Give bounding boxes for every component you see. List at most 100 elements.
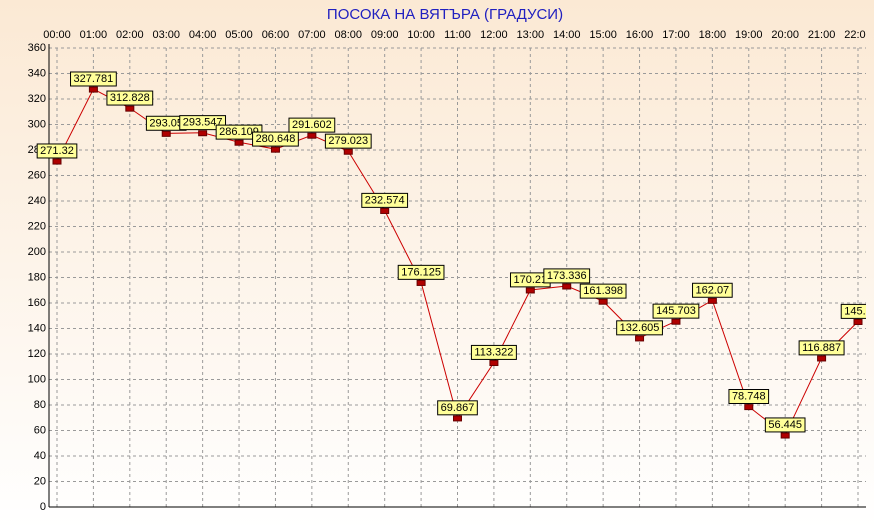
marker bbox=[489, 360, 499, 367]
marker bbox=[635, 335, 645, 342]
label-text: 145.5 bbox=[844, 305, 872, 317]
x-tick-label: 17:00 bbox=[662, 29, 690, 41]
data-label: 56.445 bbox=[764, 417, 806, 433]
label-box bbox=[470, 344, 517, 360]
label-text: 312.828 bbox=[110, 92, 150, 104]
label-box bbox=[437, 400, 478, 416]
marker bbox=[562, 283, 572, 290]
data-label: 116.887 bbox=[798, 340, 845, 356]
data-label: 312.828 bbox=[106, 90, 154, 106]
label-text: 176.125 bbox=[401, 266, 441, 278]
label-text: 286.109 bbox=[219, 126, 259, 138]
data-label: 280.648 bbox=[252, 131, 299, 147]
marker bbox=[52, 158, 62, 165]
marker bbox=[671, 318, 681, 325]
x-tick-label: 04:00 bbox=[189, 29, 217, 41]
y-tick-label: 220 bbox=[28, 220, 46, 232]
x-tick-label: 00:00 bbox=[43, 29, 71, 41]
y-tick-label: 260 bbox=[28, 169, 46, 181]
data-label: 145.5 bbox=[840, 303, 872, 319]
label-text: 170.21 bbox=[513, 274, 547, 286]
label-text: 173.336 bbox=[547, 270, 587, 282]
marker bbox=[198, 130, 208, 137]
label-box bbox=[179, 115, 227, 131]
marker bbox=[380, 207, 390, 214]
y-tick-label: 120 bbox=[28, 348, 46, 360]
y-tick-label: 240 bbox=[28, 195, 46, 207]
x-tick-label: 01:00 bbox=[80, 29, 108, 41]
marker bbox=[234, 139, 244, 146]
label-text: 293.547 bbox=[183, 117, 223, 129]
marker bbox=[270, 146, 280, 153]
y-tick-label: 320 bbox=[28, 93, 46, 105]
y-tick-label: 60 bbox=[34, 424, 46, 436]
data-label: 170.21 bbox=[509, 272, 551, 288]
label-box bbox=[840, 303, 866, 319]
label-text: 232.574 bbox=[365, 194, 405, 206]
data-label: 162.07 bbox=[692, 282, 733, 298]
y-tick-label: 0 bbox=[40, 501, 46, 513]
x-tick-label: 21:00 bbox=[808, 29, 836, 41]
data-label: 327.781 bbox=[70, 71, 117, 87]
y-tick-label: 180 bbox=[28, 271, 46, 283]
label-box bbox=[397, 264, 445, 280]
data-label: 232.574 bbox=[361, 192, 409, 208]
y-tick-label: 100 bbox=[28, 373, 46, 385]
x-tick-label: 12:00 bbox=[480, 29, 508, 41]
label-text: 279.023 bbox=[328, 135, 368, 147]
label-box bbox=[70, 71, 117, 87]
marker bbox=[817, 355, 827, 362]
x-tick-label: 07:00 bbox=[298, 29, 326, 41]
x-tick-label: 03:00 bbox=[152, 29, 180, 41]
x-tick-label: 06:00 bbox=[262, 29, 290, 41]
marker bbox=[780, 432, 790, 439]
x-tick-label: 16:00 bbox=[626, 29, 654, 41]
label-text: 161.398 bbox=[583, 285, 623, 297]
data-label: 176.125 bbox=[397, 264, 445, 280]
marker bbox=[125, 105, 135, 112]
data-label: 145.703 bbox=[652, 303, 700, 319]
label-text: 162.07 bbox=[696, 284, 730, 296]
label-box bbox=[543, 268, 591, 284]
data-label: 69.867 bbox=[437, 400, 478, 416]
label-box bbox=[616, 320, 663, 336]
data-label: 293.547 bbox=[179, 115, 227, 131]
label-text: 113.322 bbox=[474, 346, 513, 358]
x-tick-label: 22:00 bbox=[844, 29, 872, 41]
label-text: 327.781 bbox=[74, 73, 114, 85]
marker bbox=[307, 132, 317, 139]
label-text: 291.602 bbox=[292, 119, 332, 131]
label-box bbox=[764, 417, 806, 433]
marker bbox=[707, 297, 717, 304]
label-text: 78.748 bbox=[732, 391, 766, 403]
marker bbox=[598, 298, 608, 305]
data-label: 78.748 bbox=[728, 389, 770, 405]
label-box bbox=[692, 282, 733, 298]
x-tick-label: 02:00 bbox=[116, 29, 144, 41]
label-box bbox=[579, 283, 627, 299]
marker bbox=[525, 287, 535, 294]
x-tick-label: 20:00 bbox=[771, 29, 799, 41]
x-tick-label: 11:00 bbox=[444, 29, 471, 41]
x-tick-label: 10:00 bbox=[407, 29, 435, 41]
data-label: 293.05 bbox=[145, 115, 187, 131]
x-tick-label: 08:00 bbox=[335, 29, 363, 41]
marker bbox=[853, 318, 863, 325]
label-text: 145.703 bbox=[656, 305, 696, 317]
label-box bbox=[798, 340, 845, 356]
label-box bbox=[728, 389, 770, 405]
label-box bbox=[36, 143, 78, 159]
label-text: 293.05 bbox=[149, 117, 183, 129]
data-label: 132.605 bbox=[616, 320, 663, 336]
label-text: 271.32 bbox=[40, 145, 74, 157]
marker bbox=[453, 415, 462, 422]
label-box bbox=[252, 131, 299, 147]
label-box bbox=[288, 117, 336, 133]
x-tick-label: 14:00 bbox=[553, 29, 581, 41]
label-text: 69.867 bbox=[441, 402, 475, 414]
label-box bbox=[361, 192, 409, 208]
y-tick-label: 140 bbox=[28, 322, 46, 334]
label-box bbox=[324, 133, 372, 149]
